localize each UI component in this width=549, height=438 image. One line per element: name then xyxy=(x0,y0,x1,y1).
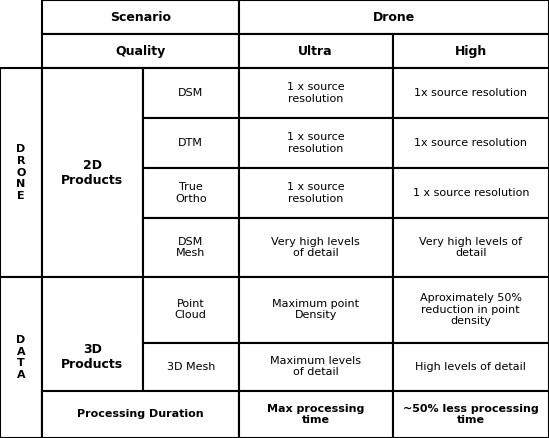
Bar xyxy=(393,343,549,391)
Text: ~50% less processing
time: ~50% less processing time xyxy=(403,403,539,425)
Text: Max processing
time: Max processing time xyxy=(267,403,365,425)
Bar xyxy=(42,0,239,34)
Bar xyxy=(143,343,239,391)
Text: 1 x source resolution: 1 x source resolution xyxy=(412,188,529,198)
Text: DSM
Mesh: DSM Mesh xyxy=(176,237,205,258)
Text: High levels of detail: High levels of detail xyxy=(416,362,526,371)
Bar xyxy=(143,68,239,118)
Text: Scenario: Scenario xyxy=(110,11,171,24)
Bar xyxy=(42,277,143,438)
Bar xyxy=(42,34,239,68)
Text: 1x source resolution: 1x source resolution xyxy=(414,88,527,98)
Text: True
Ortho: True Ortho xyxy=(175,182,206,204)
Text: DSM: DSM xyxy=(178,88,203,98)
Text: Ultra: Ultra xyxy=(298,45,333,58)
Text: 1x source resolution: 1x source resolution xyxy=(414,138,527,148)
Text: High: High xyxy=(455,45,487,58)
Text: D
A
T
A: D A T A xyxy=(16,335,25,380)
Bar xyxy=(239,343,393,391)
Bar xyxy=(393,277,549,343)
Bar xyxy=(239,34,393,68)
Bar xyxy=(0,277,42,438)
Bar xyxy=(393,168,549,218)
Bar xyxy=(239,277,393,343)
Text: Maximum point
Density: Maximum point Density xyxy=(272,299,359,321)
Text: Drone: Drone xyxy=(373,11,415,24)
Text: Maximum levels
of detail: Maximum levels of detail xyxy=(270,356,361,378)
Text: 3D Mesh: 3D Mesh xyxy=(166,362,215,371)
Bar xyxy=(0,68,42,277)
Bar xyxy=(393,34,549,68)
Bar xyxy=(393,118,549,168)
Text: 3D
Products: 3D Products xyxy=(61,343,124,371)
Text: 2D
Products: 2D Products xyxy=(61,159,124,187)
Bar xyxy=(143,168,239,218)
Text: Very high levels of
detail: Very high levels of detail xyxy=(419,237,522,258)
Bar xyxy=(143,277,239,343)
Text: Point
Cloud: Point Cloud xyxy=(175,299,207,321)
Bar xyxy=(143,118,239,168)
Text: Aproximately 50%
reduction in point
density: Aproximately 50% reduction in point dens… xyxy=(420,293,522,326)
Bar xyxy=(42,68,143,277)
Text: D
R
O
N
E: D R O N E xyxy=(16,145,26,201)
Text: 1 x source
resolution: 1 x source resolution xyxy=(287,132,344,154)
Bar xyxy=(393,391,549,438)
Bar xyxy=(239,218,393,277)
Bar xyxy=(239,118,393,168)
Text: Quality: Quality xyxy=(115,45,165,58)
Text: 1 x source
resolution: 1 x source resolution xyxy=(287,82,344,104)
Bar xyxy=(393,68,549,118)
Bar xyxy=(239,168,393,218)
Bar xyxy=(393,218,549,277)
Text: Processing Duration: Processing Duration xyxy=(77,410,204,419)
Bar xyxy=(239,68,393,118)
Bar xyxy=(239,0,549,34)
Bar xyxy=(143,218,239,277)
Bar xyxy=(239,391,393,438)
Text: 1 x source
resolution: 1 x source resolution xyxy=(287,182,344,204)
Text: DTM: DTM xyxy=(178,138,203,148)
Bar xyxy=(42,391,239,438)
Text: Very high levels
of detail: Very high levels of detail xyxy=(271,237,360,258)
